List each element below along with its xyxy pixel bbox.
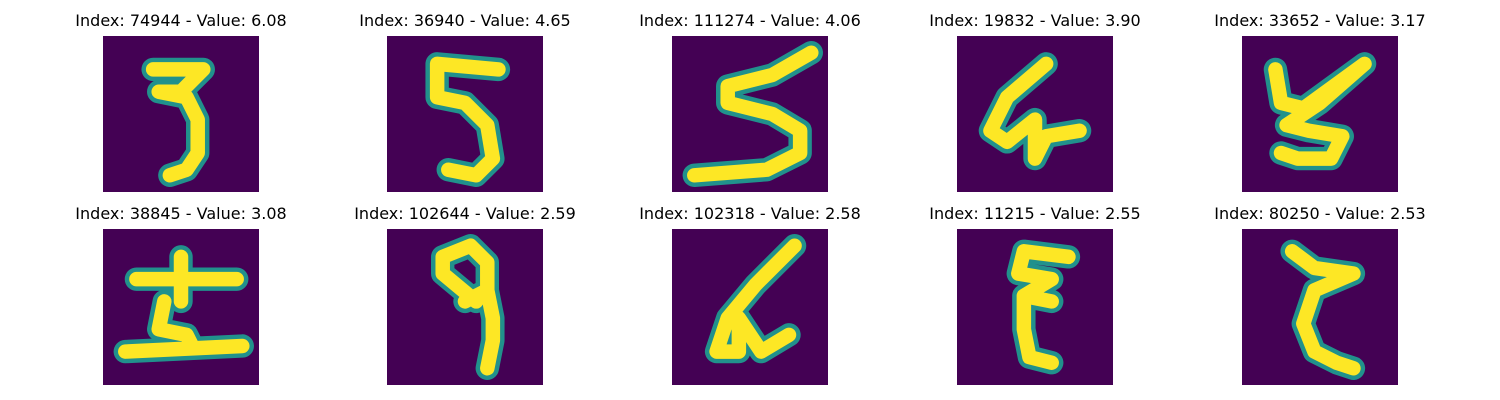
panel-title: Index: 111274 - Value: 4.06 (639, 11, 861, 30)
panel-title: Index: 19832 - Value: 3.90 (929, 11, 1141, 30)
image-panel-8: Index: 102318 - Value: 2.58 (605, 193, 895, 385)
digit-image (672, 229, 828, 385)
digit-image (103, 229, 259, 385)
image-panel-3: Index: 111274 - Value: 4.06 (605, 0, 895, 192)
image-panel-4: Index: 19832 - Value: 3.90 (890, 0, 1180, 192)
digit-image (672, 36, 828, 192)
panel-title: Index: 38845 - Value: 3.08 (75, 204, 287, 223)
panel-title: Index: 74944 - Value: 6.08 (75, 11, 287, 30)
digit-image (387, 36, 543, 192)
image-panel-7: Index: 102644 - Value: 2.59 (320, 193, 610, 385)
digit-image (1242, 229, 1398, 385)
image-panel-10: Index: 80250 - Value: 2.53 (1175, 193, 1465, 385)
digit-image (103, 36, 259, 192)
image-panel-2: Index: 36940 - Value: 4.65 (320, 0, 610, 192)
digit-image (957, 229, 1113, 385)
image-panel-5: Index: 33652 - Value: 3.17 (1175, 0, 1465, 192)
digit-image (1242, 36, 1398, 192)
panel-title: Index: 33652 - Value: 3.17 (1214, 11, 1426, 30)
panel-title: Index: 102318 - Value: 2.58 (639, 204, 861, 223)
panel-title: Index: 102644 - Value: 2.59 (354, 204, 576, 223)
panel-title: Index: 80250 - Value: 2.53 (1214, 204, 1426, 223)
digit-image (387, 229, 543, 385)
image-panel-9: Index: 11215 - Value: 2.55 (890, 193, 1180, 385)
image-panel-6: Index: 38845 - Value: 3.08 (36, 193, 326, 385)
panel-title: Index: 36940 - Value: 4.65 (359, 11, 571, 30)
panel-title: Index: 11215 - Value: 2.55 (929, 204, 1141, 223)
digit-image (957, 36, 1113, 192)
image-panel-1: Index: 74944 - Value: 6.08 (36, 0, 326, 192)
